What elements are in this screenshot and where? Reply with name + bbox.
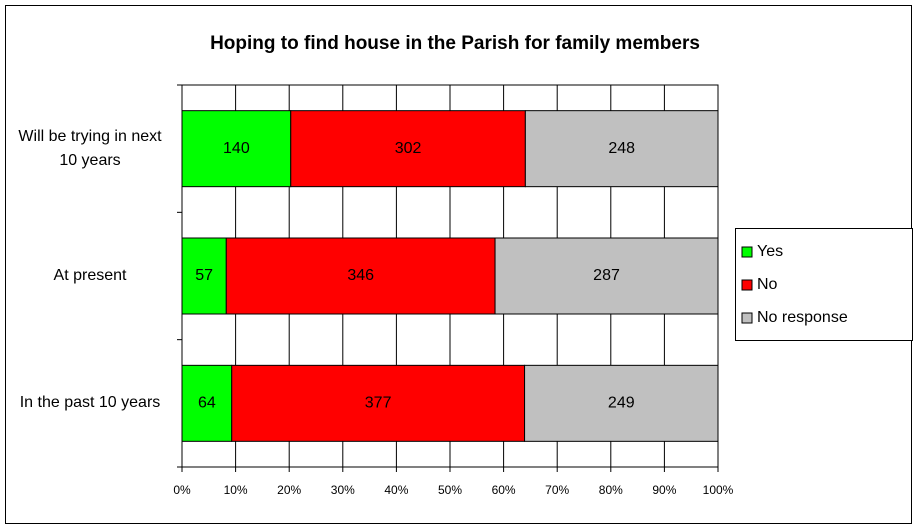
y-tick-label: In the past 10 years [19,394,161,412]
value-label: 248 [608,140,635,157]
x-tick-label: 80% [599,483,623,497]
x-tick-label: 20% [277,483,301,497]
value-label: 140 [223,140,250,157]
x-tick-label: 50% [438,483,462,497]
x-tick-label: 90% [652,483,676,497]
x-tick-label: 40% [384,483,408,497]
y-tick-label: At present [53,267,127,284]
value-label: 249 [608,395,635,412]
chart-title: Hoping to find house in the Parish for f… [210,33,700,54]
x-tick-label: 70% [545,483,569,497]
legend-box [735,228,913,341]
value-label: 302 [395,140,422,157]
x-tick-label: 30% [331,483,355,497]
bar-segment [181,364,233,442]
legend-label: Yes [757,243,783,260]
bar-segment [225,237,496,315]
value-label: 287 [593,267,620,284]
legend-swatch [741,279,753,291]
value-label: 57 [195,267,213,284]
bar-segment [181,110,292,188]
legend-swatch [741,312,753,324]
x-tick-label: 10% [224,483,248,497]
bar-segment [524,110,719,188]
bar-segment [494,237,719,315]
bar-segment [524,364,719,442]
value-label: 377 [365,395,392,412]
x-tick-label: 60% [492,483,516,497]
plot-border [181,84,719,468]
value-label: 346 [347,267,374,284]
y-tick-label: Will be trying in next 10 years [18,127,162,169]
value-label: 64 [198,395,216,412]
legend-swatch [741,246,753,258]
legend-label: No [757,276,778,293]
x-tick-label: 0% [173,483,191,497]
bar-segment [231,364,526,442]
x-tick-label: 100% [703,483,734,497]
legend-label: No response [757,309,848,326]
bar-segment [290,110,526,188]
